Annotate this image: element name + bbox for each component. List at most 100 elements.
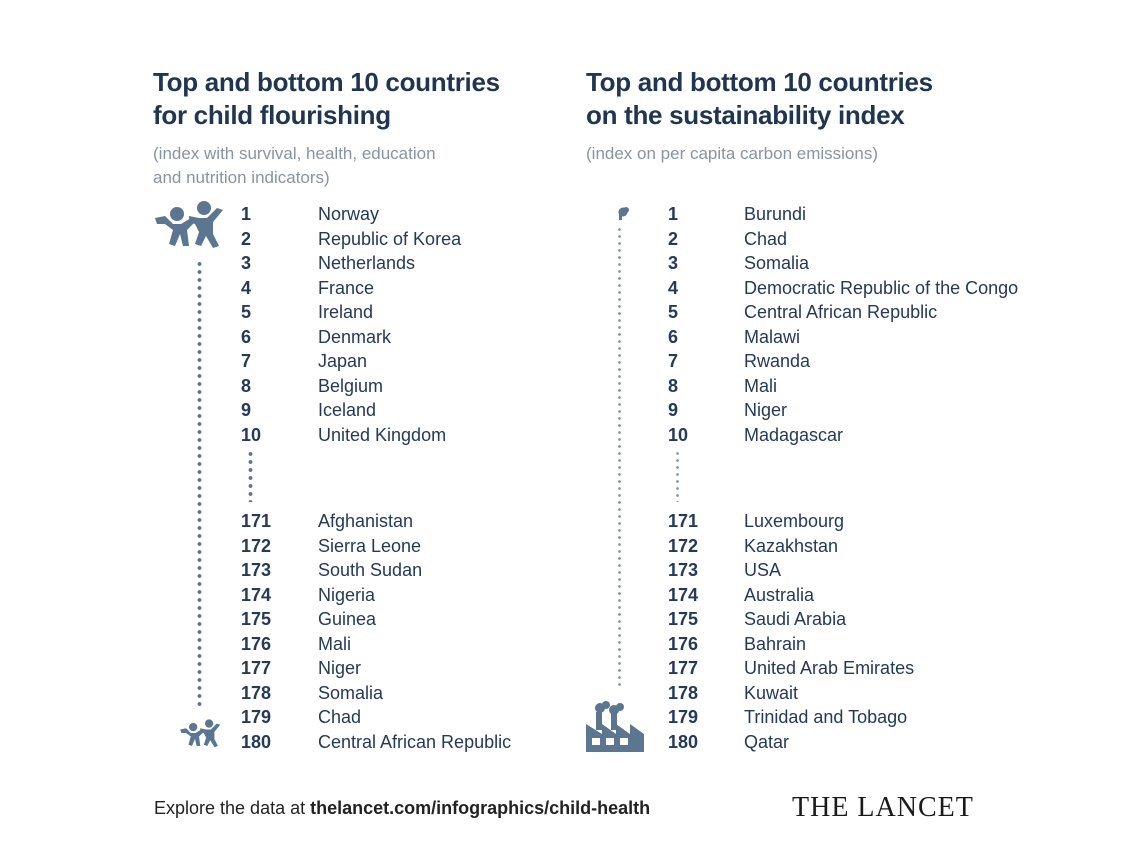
country-name: Bahrain bbox=[744, 633, 807, 654]
rank-number: 2 bbox=[668, 228, 679, 249]
country-name: United Kingdom bbox=[318, 424, 447, 445]
rank-number: 179 bbox=[241, 707, 272, 727]
rank-number: 180 bbox=[241, 731, 272, 752]
country-name: Somalia bbox=[318, 682, 384, 703]
country-name: Somalia bbox=[744, 253, 810, 273]
rank-number: 179 bbox=[668, 707, 699, 727]
rank-number: 8 bbox=[668, 375, 679, 396]
country-name: Niger bbox=[318, 658, 362, 678]
country-name: Mali bbox=[744, 375, 778, 396]
title-line: for child flourishing bbox=[153, 100, 391, 130]
child-flourishing-panel: Top and bottom 10 countries for child fl… bbox=[153, 66, 573, 752]
country-name: Netherlands bbox=[318, 253, 416, 273]
rank-number: 7 bbox=[668, 351, 679, 371]
children-small-icon bbox=[180, 719, 221, 748]
rank-number: 174 bbox=[668, 584, 699, 605]
country-name: Chad bbox=[318, 707, 362, 727]
sustainability-subtitle: (index on per capita carbon emissions) bbox=[586, 142, 1066, 166]
rank-number: 5 bbox=[241, 302, 252, 322]
country-name: Malawi bbox=[744, 326, 801, 347]
country-name: Belgium bbox=[318, 375, 384, 396]
list-gap-dots bbox=[675, 450, 680, 502]
sustainability-title: Top and bottom 10 countries on the susta… bbox=[586, 66, 1066, 132]
rank-number: 177 bbox=[241, 658, 272, 678]
data-link[interactable]: thelancet.com/infographics/child-health bbox=[310, 798, 651, 818]
subtitle-line: (index with survival, health, education bbox=[153, 144, 436, 163]
rank-number: 172 bbox=[668, 535, 699, 556]
rank-number: 1 bbox=[668, 204, 679, 224]
country-name: Sierra Leone bbox=[318, 535, 422, 556]
title-line: Top and bottom 10 countries bbox=[153, 67, 500, 97]
rank-number: 5 bbox=[668, 302, 679, 322]
country-name: USA bbox=[744, 560, 782, 580]
subtitle-line: and nutrition indicators) bbox=[153, 168, 330, 187]
rank-number: 176 bbox=[668, 633, 699, 654]
country-name: Mali bbox=[318, 633, 352, 654]
country-name: Qatar bbox=[744, 731, 790, 752]
country-name: Madagascar bbox=[744, 424, 844, 445]
rank-number: 10 bbox=[668, 424, 689, 445]
rank-number: 178 bbox=[241, 682, 272, 703]
children-large-icon bbox=[155, 201, 223, 248]
country-name: Ireland bbox=[318, 302, 374, 322]
rank-number: 175 bbox=[668, 609, 699, 629]
rank-number: 3 bbox=[668, 253, 679, 273]
rank-number: 6 bbox=[241, 326, 252, 347]
country-name: France bbox=[318, 277, 375, 298]
rank-number: 173 bbox=[241, 560, 272, 580]
country-name: Norway bbox=[318, 204, 380, 224]
sustainability-panel: Top and bottom 10 countries on the susta… bbox=[586, 66, 1066, 752]
rank-number: 177 bbox=[668, 658, 699, 678]
country-name: Niger bbox=[744, 400, 788, 420]
left-connector-dots bbox=[197, 260, 202, 710]
country-name: Kuwait bbox=[744, 682, 799, 703]
country-name: Japan bbox=[318, 351, 368, 371]
rank-number: 178 bbox=[668, 682, 699, 703]
country-name: South Sudan bbox=[318, 560, 423, 580]
rank-number: 4 bbox=[668, 277, 679, 298]
rank-number: 175 bbox=[241, 609, 272, 629]
rank-number: 1 bbox=[241, 204, 252, 224]
rank-number: 173 bbox=[668, 560, 699, 580]
country-name: Denmark bbox=[318, 326, 392, 347]
rank-number: 180 bbox=[668, 731, 699, 752]
country-name: Kazakhstan bbox=[744, 535, 839, 556]
country-name: Central African Republic bbox=[318, 731, 512, 752]
country-name: Trinidad and Tobago bbox=[744, 707, 908, 727]
country-name: Central African Republic bbox=[744, 302, 938, 322]
title-line: Top and bottom 10 countries bbox=[586, 67, 933, 97]
country-name: Guinea bbox=[318, 609, 377, 629]
rank-number: 172 bbox=[241, 535, 272, 556]
country-name: Luxembourg bbox=[744, 511, 845, 531]
country-name: Nigeria bbox=[318, 584, 376, 605]
country-name: Afghanistan bbox=[318, 511, 414, 531]
country-name: Rwanda bbox=[744, 351, 811, 371]
rank-number: 174 bbox=[241, 584, 272, 605]
country-name: United Arab Emirates bbox=[744, 658, 915, 678]
child-flourishing-title: Top and bottom 10 countries for child fl… bbox=[153, 66, 573, 132]
rank-number: 4 bbox=[241, 277, 252, 298]
rank-number: 8 bbox=[241, 375, 252, 396]
country-name: Iceland bbox=[318, 400, 377, 420]
small-smoke-icon bbox=[618, 207, 629, 220]
rank-number: 171 bbox=[668, 511, 699, 531]
list-gap-dots bbox=[248, 450, 253, 502]
rank-number: 6 bbox=[668, 326, 679, 347]
country-name: Democratic Republic of the Congo bbox=[744, 277, 1019, 298]
country-name: Chad bbox=[744, 228, 788, 249]
child-flourishing-subtitle: (index with survival, health, education … bbox=[153, 142, 573, 190]
subtitle-line: (index on per capita carbon emissions) bbox=[586, 144, 878, 163]
country-name: Australia bbox=[744, 584, 815, 605]
rank-number: 171 bbox=[241, 511, 272, 531]
the-lancet-logo: THE LANCET bbox=[792, 792, 974, 823]
title-line: on the sustainability index bbox=[586, 100, 905, 130]
country-name: Burundi bbox=[744, 204, 807, 224]
footer-explore-text: Explore the data at thelancet.com/infogr… bbox=[154, 798, 650, 819]
rank-number: 9 bbox=[241, 400, 252, 420]
footer-prefix: Explore the data at bbox=[154, 798, 311, 818]
country-name: Saudi Arabia bbox=[744, 609, 847, 629]
rank-number: 3 bbox=[241, 253, 252, 273]
country-name: Republic of Korea bbox=[318, 228, 462, 249]
rank-number: 9 bbox=[668, 400, 679, 420]
rank-number: 7 bbox=[241, 351, 252, 371]
